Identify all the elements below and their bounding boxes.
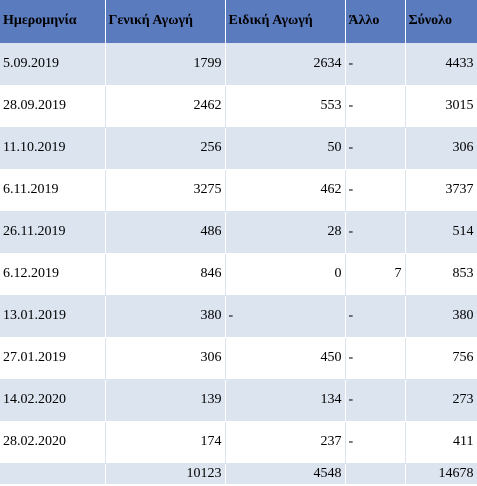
cell-special: 0 <box>225 253 346 296</box>
cell-date: 11.10.2019 <box>0 127 106 170</box>
table-row: 14.02.2020 139 134 - 273 <box>0 379 477 422</box>
total-special: 4548 <box>225 463 346 484</box>
cell-total: 4433 <box>405 43 477 86</box>
cell-special: 50 <box>225 127 346 170</box>
cell-total: 3015 <box>405 85 477 128</box>
cell-special: 450 <box>225 337 346 380</box>
table-row: 11.10.2019 256 50 - 306 <box>0 127 477 170</box>
header-other: Άλλο <box>345 0 406 43</box>
totals-row: 10123 4548 14678 <box>0 463 477 484</box>
cell-other: 7 <box>345 253 406 296</box>
cell-special: 462 <box>225 169 346 212</box>
total-general: 10123 <box>105 463 226 484</box>
cell-special: 28 <box>225 211 346 254</box>
cell-other: - <box>345 421 406 464</box>
cell-special: 553 <box>225 85 346 128</box>
table-row: 28.09.2019 2462 553 - 3015 <box>0 85 477 128</box>
cell-total: 273 <box>405 379 477 422</box>
cell-special: - <box>225 295 346 338</box>
cell-total: 411 <box>405 421 477 464</box>
header-date: Ημερομηνία <box>0 0 106 43</box>
cell-special: 237 <box>225 421 346 464</box>
cell-total: 853 <box>405 253 477 296</box>
cell-other: - <box>345 379 406 422</box>
table-row: 5.09.2019 1799 2634 - 4433 <box>0 43 477 86</box>
cell-general: 139 <box>105 379 226 422</box>
cell-total: 380 <box>405 295 477 338</box>
cell-other: - <box>345 169 406 212</box>
cell-total: 756 <box>405 337 477 380</box>
cell-general: 846 <box>105 253 226 296</box>
cell-date: 5.09.2019 <box>0 43 106 86</box>
cell-other: - <box>345 127 406 170</box>
cell-total: 306 <box>405 127 477 170</box>
table-row: 27.01.2019 306 450 - 756 <box>0 337 477 380</box>
cell-general: 306 <box>105 337 226 380</box>
cell-other: - <box>345 85 406 128</box>
cell-date: 26.11.2019 <box>0 211 106 254</box>
header-special: Ειδική Αγωγή <box>225 0 346 43</box>
table-row: 6.12.2019 846 0 7 853 <box>0 253 477 296</box>
cell-date: 14.02.2020 <box>0 379 106 422</box>
cell-general: 486 <box>105 211 226 254</box>
totals-other-empty <box>345 463 406 484</box>
cell-other: - <box>345 211 406 254</box>
cell-special: 2634 <box>225 43 346 86</box>
header-row: Ημερομηνία Γενική Αγωγή Ειδική Αγωγή Άλλ… <box>0 0 477 43</box>
table-row: 28.02.2020 174 237 - 411 <box>0 421 477 464</box>
cell-date: 6.11.2019 <box>0 169 106 212</box>
cell-other: - <box>345 43 406 86</box>
cell-general: 380 <box>105 295 226 338</box>
cell-date: 28.09.2019 <box>0 85 106 128</box>
totals-date-empty <box>0 463 106 484</box>
cell-date: 27.01.2019 <box>0 337 106 380</box>
header-general: Γενική Αγωγή <box>105 0 226 43</box>
cell-other: - <box>345 337 406 380</box>
cell-general: 3275 <box>105 169 226 212</box>
cell-total: 514 <box>405 211 477 254</box>
table-row: 13.01.2019 380 - - 380 <box>0 295 477 338</box>
total-total: 14678 <box>405 463 477 484</box>
table-row: 6.11.2019 3275 462 - 3737 <box>0 169 477 212</box>
cell-general: 1799 <box>105 43 226 86</box>
cell-general: 256 <box>105 127 226 170</box>
cell-special: 134 <box>225 379 346 422</box>
cell-date: 6.12.2019 <box>0 253 106 296</box>
cell-total: 3737 <box>405 169 477 212</box>
cell-date: 28.02.2020 <box>0 421 106 464</box>
cell-general: 2462 <box>105 85 226 128</box>
header-total: Σύνολο <box>405 0 477 43</box>
cell-general: 174 <box>105 421 226 464</box>
cell-date: 13.01.2019 <box>0 295 106 338</box>
table-row: 26.11.2019 486 28 - 514 <box>0 211 477 254</box>
cell-other: - <box>345 295 406 338</box>
